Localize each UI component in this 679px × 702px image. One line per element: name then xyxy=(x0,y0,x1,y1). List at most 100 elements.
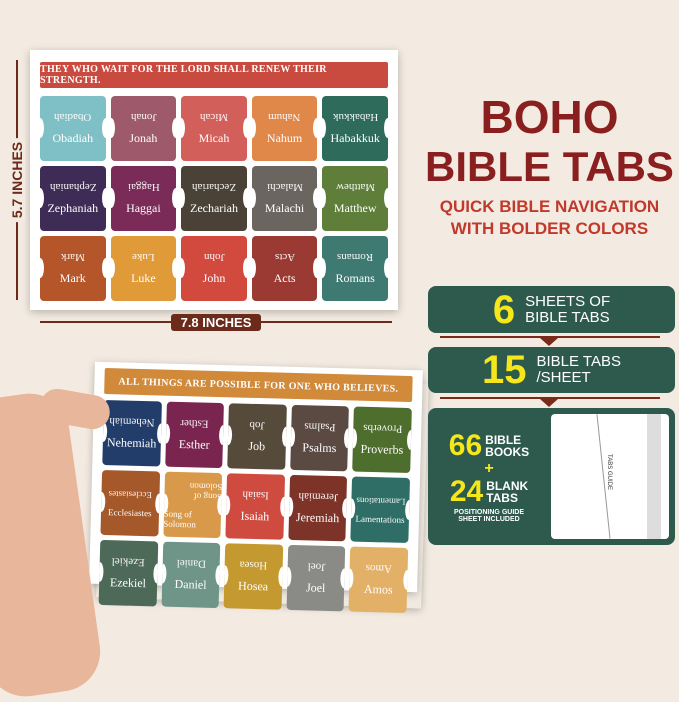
books-line2: BOOKS xyxy=(485,444,530,459)
tab-label-mirrored: Psalms xyxy=(304,420,336,434)
bible-tab: Nahum Nahum xyxy=(251,96,318,161)
bible-tab: Job Job xyxy=(227,403,287,470)
tab-label: Psalms xyxy=(302,440,337,456)
height-label: 5.7 INCHES xyxy=(9,137,25,223)
tab-label-mirrored: Mark xyxy=(60,251,85,263)
sheets-line2: BIBLE TABS xyxy=(525,308,610,326)
tab-label-mirrored: Nehemiah xyxy=(109,415,155,429)
top-sheet: THEY WHO WAIT FOR THE LORD SHALL RENEW T… xyxy=(30,50,398,310)
width-dimension: 7.8 INCHES xyxy=(40,313,392,331)
bible-tab: Ezekiel Ezekiel xyxy=(98,539,158,607)
tab-label-mirrored: Job xyxy=(249,418,266,432)
tab-label: Ecclesiastes xyxy=(107,506,152,518)
bible-tab: Amos Amos xyxy=(348,546,409,613)
plus-sign: + xyxy=(484,459,494,477)
bible-tab: Lamentations Lamentations xyxy=(350,476,411,544)
tab-label-mirrored: Jonah xyxy=(130,111,157,123)
top-sheet-banner: THEY WHO WAIT FOR THE LORD SHALL RENEW T… xyxy=(40,62,388,88)
bible-tab: Song of Solomon Song of Solomon xyxy=(163,471,223,539)
width-label: 7.8 INCHES xyxy=(170,313,262,331)
arrow-down-icon xyxy=(540,399,558,407)
height-dimension: 5.7 INCHES xyxy=(6,60,28,300)
tab-label: Matthew xyxy=(333,201,377,215)
bible-tab: Habakkuk Habakkuk xyxy=(322,96,388,161)
tab-label-mirrored: Isaiah xyxy=(242,488,269,502)
bible-tab: Joel Joel xyxy=(286,544,346,612)
tab-label-mirrored: Matthew xyxy=(335,181,375,193)
bible-tab: Haggai Haggai xyxy=(110,166,177,231)
bible-tab: Daniel Daniel xyxy=(161,541,221,609)
tab-label-mirrored: Lamentations xyxy=(355,495,406,507)
bible-tab: Isaiah Isaiah xyxy=(225,473,285,540)
subtitle-1: QUICK BIBLE NAVIGATION xyxy=(439,197,660,216)
bible-tab: Jeremiah Jeremiah xyxy=(288,474,348,542)
tab-label: Malachi xyxy=(264,201,305,215)
tab-label-mirrored: Romans xyxy=(337,251,374,263)
guide-note-1: POSITIONING GUIDE xyxy=(453,508,524,516)
bottom-sheet: ALL THINGS ARE POSSIBLE FOR ONE WHO BELI… xyxy=(89,361,423,613)
books-line1: BIBLE xyxy=(485,432,522,447)
bible-tab: Zechariah Zechariah xyxy=(181,166,247,231)
per-sheet-number: 15 xyxy=(482,348,527,392)
tab-label-mirrored: Zephaniah xyxy=(49,181,97,193)
tab-label: Zephaniah xyxy=(47,201,99,215)
bible-tab: Acts Acts xyxy=(251,236,318,301)
tab-label-mirrored: Daniel xyxy=(176,556,206,570)
tab-label: Daniel xyxy=(174,576,207,592)
blank-number: 24 xyxy=(449,474,484,508)
bible-tab: Esther Esther xyxy=(164,401,225,469)
tab-label-mirrored: Nahum xyxy=(268,111,301,123)
bible-tab: John John xyxy=(181,236,247,301)
tab-label: Lamentations xyxy=(355,513,405,525)
contents-box: 66 BIBLE BOOKS + 24 BLANK TABS POSITIONING G… xyxy=(428,408,675,545)
tab-label: Micah xyxy=(198,131,230,145)
blank-line1: BLANK xyxy=(486,478,529,493)
sheets-number: 6 xyxy=(492,287,516,332)
tab-label-mirrored: Micah xyxy=(199,111,229,123)
arrow-down-icon xyxy=(540,338,558,346)
bible-tab: Luke Luke xyxy=(110,236,177,301)
tab-label: Esther xyxy=(178,436,210,452)
tab-label-mirrored: Luke xyxy=(132,251,155,263)
tab-label: Jonah xyxy=(129,131,158,145)
per-sheet-line2: /SHEET xyxy=(536,369,591,386)
tab-label: Nahum xyxy=(266,131,303,145)
divider xyxy=(440,397,660,399)
bible-tab: Ecclesiastes Ecclesiastes xyxy=(100,469,160,537)
bible-tab: Proverbs Proverbs xyxy=(352,406,412,474)
tab-label: Isaiah xyxy=(240,508,270,524)
tab-label: Habakkuk xyxy=(330,131,380,145)
sheets-line1: SHEETS OF xyxy=(525,292,611,310)
tab-label-mirrored: Amos xyxy=(365,561,393,575)
per-sheet-line1: BIBLE TABS xyxy=(536,353,622,370)
tab-label-mirrored: Malachi xyxy=(266,181,303,193)
tab-label: Ezekiel xyxy=(109,575,147,591)
tab-label-mirrored: Habakkuk xyxy=(332,111,378,123)
tab-label-mirrored: John xyxy=(203,251,225,263)
tab-label-mirrored: Proverbs xyxy=(362,421,403,435)
bible-tab: Malachi Malachi xyxy=(251,166,318,231)
bible-tab: Hosea Hosea xyxy=(223,543,284,610)
tab-label: Proverbs xyxy=(360,441,404,457)
bible-tab: Mark Mark xyxy=(40,236,106,301)
tab-label-mirrored: Hosea xyxy=(239,558,268,572)
tab-label-mirrored: Ezekiel xyxy=(111,555,146,569)
bible-tab: Nehemiah Nehemiah xyxy=(102,399,162,467)
tab-label-mirrored: Zechariah xyxy=(192,181,236,193)
tab-label: Song of Solomon xyxy=(163,508,196,529)
bible-tab: Matthew Matthew xyxy=(322,166,388,231)
tab-label-mirrored: Song of Solomon xyxy=(189,480,223,502)
tab-label-mirrored: Esther xyxy=(180,417,209,430)
tab-label-mirrored: Jeremiah xyxy=(298,490,339,504)
bible-tab: Romans Romans xyxy=(322,236,388,301)
tab-label: Obadiah xyxy=(52,131,94,145)
tab-label: Nehemiah xyxy=(106,435,157,451)
bottom-tab-grid: Nehemiah Nehemiah Esther Esther Job Job Psalms… xyxy=(98,399,412,613)
top-tab-grid: Obadiah Obadiah Jonah Jonah Micah Micah Nahum N… xyxy=(40,96,388,301)
tab-label: Luke xyxy=(131,271,156,285)
tab-label-mirrored: Acts xyxy=(274,251,295,263)
tab-label: Mark xyxy=(59,271,86,285)
tab-label: Joel xyxy=(305,580,326,595)
bible-tab: Obadiah Obadiah xyxy=(40,96,106,161)
divider xyxy=(440,336,660,338)
